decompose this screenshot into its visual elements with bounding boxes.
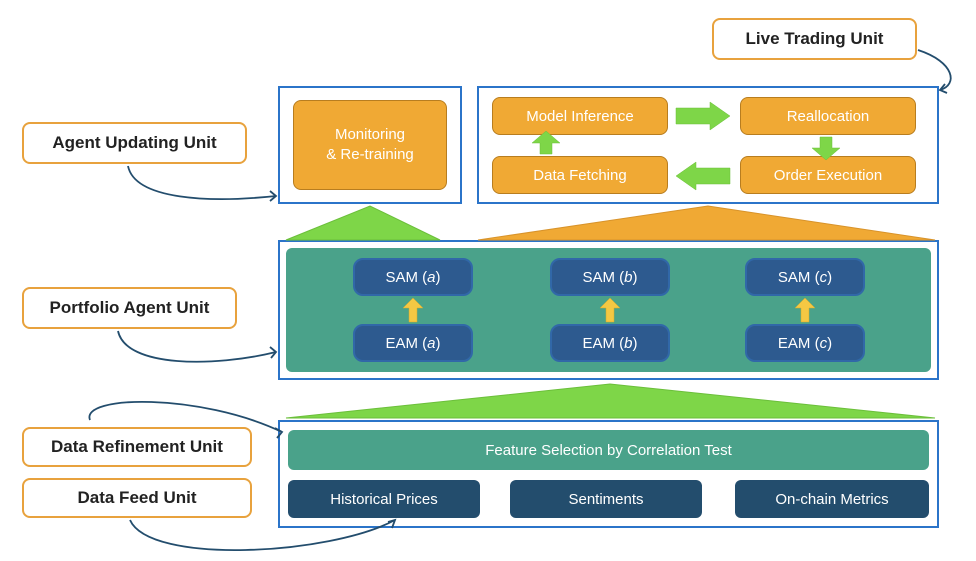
box-monitoring: Monitoring & Re-training [293,100,447,190]
box-historical: Historical Prices [288,480,480,518]
label-agent-updating-text: Agent Updating Unit [52,133,216,153]
bar-feature-selection: Feature Selection by Correlation Test [288,430,929,470]
label-live-trading-text: Live Trading Unit [746,29,884,49]
bar-feature-selection-text: Feature Selection by Correlation Test [485,442,732,459]
tri-orange-right [478,206,935,240]
box-onchain-text: On-chain Metrics [775,491,888,508]
pill-sam-a: SAM (a) [353,258,473,296]
pill-sam-b-text: SAM (b) [582,269,637,286]
label-data-refinement: Data Refinement Unit [22,427,252,467]
box-data-fetching-text: Data Fetching [533,167,626,184]
label-portfolio-agent-text: Portfolio Agent Unit [50,298,210,318]
tri-green-bottom [286,384,935,418]
label-portfolio-agent: Portfolio Agent Unit [22,287,237,329]
pill-eam-a-text: EAM (a) [385,335,440,352]
box-order-execution: Order Execution [740,156,916,194]
pill-sam-c: SAM (c) [745,258,865,296]
box-historical-text: Historical Prices [330,491,438,508]
tri-green-left [286,206,440,240]
pill-sam-a-text: SAM (a) [385,269,440,286]
pill-eam-c-text: EAM (c) [778,335,832,352]
box-sentiments-text: Sentiments [568,491,643,508]
box-reallocation: Reallocation [740,97,916,135]
pill-eam-b-text: EAM (b) [582,335,637,352]
label-data-feed-text: Data Feed Unit [77,488,196,508]
box-model-inference-text: Model Inference [526,108,634,125]
box-sentiments: Sentiments [510,480,702,518]
box-reallocation-text: Reallocation [787,108,870,125]
label-data-feed: Data Feed Unit [22,478,252,518]
pill-sam-c-text: SAM (c) [778,269,832,286]
pill-eam-c: EAM (c) [745,324,865,362]
pill-eam-a: EAM (a) [353,324,473,362]
label-data-refinement-text: Data Refinement Unit [51,437,223,457]
pill-sam-b: SAM (b) [550,258,670,296]
label-live-trading: Live Trading Unit [712,18,917,60]
box-onchain: On-chain Metrics [735,480,929,518]
label-agent-updating: Agent Updating Unit [22,122,247,164]
box-monitoring-text: Monitoring & Re-training [326,125,414,166]
box-order-execution-text: Order Execution [774,167,882,184]
pill-eam-b: EAM (b) [550,324,670,362]
box-model-inference: Model Inference [492,97,668,135]
box-data-fetching: Data Fetching [492,156,668,194]
